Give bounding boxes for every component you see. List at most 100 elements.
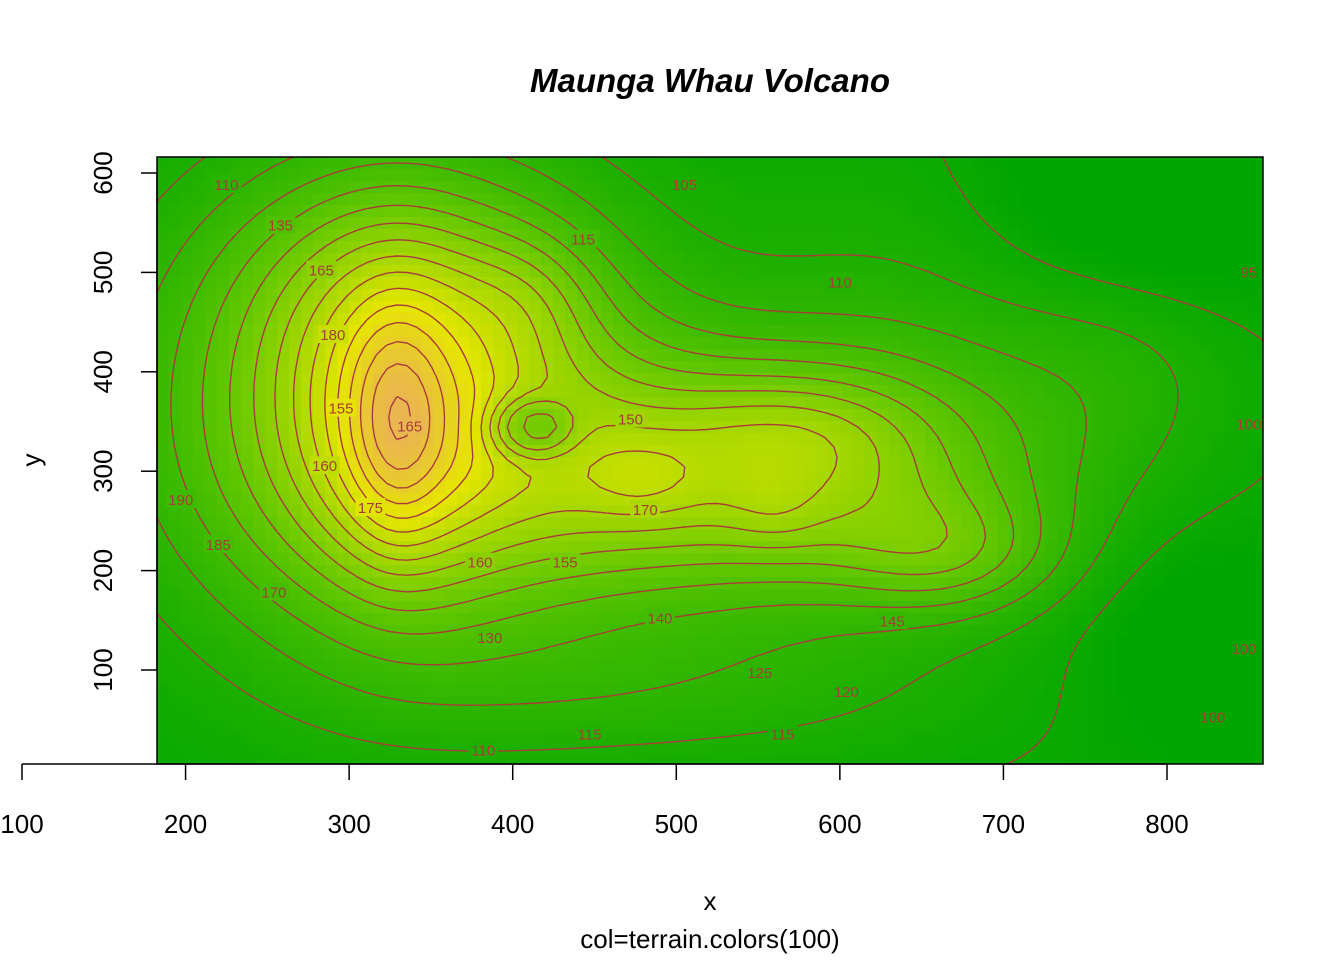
terrain-cell — [733, 169, 746, 182]
terrain-cell — [1225, 169, 1238, 182]
terrain-cell — [637, 709, 650, 722]
terrain-cell — [469, 685, 482, 698]
terrain-cell — [457, 601, 470, 614]
terrain-cell — [265, 673, 278, 686]
terrain-cell — [1213, 337, 1226, 350]
terrain-cell — [925, 337, 938, 350]
terrain-cell — [1057, 589, 1070, 602]
terrain-cell — [241, 433, 254, 446]
terrain-cell — [1261, 241, 1263, 254]
terrain-cell — [1093, 421, 1106, 434]
terrain-cell — [349, 577, 362, 590]
terrain-cell — [1249, 313, 1262, 326]
terrain-cell — [349, 661, 362, 674]
terrain-cell — [1093, 481, 1106, 494]
terrain-cell — [289, 433, 302, 446]
terrain-cell — [1057, 397, 1070, 410]
terrain-cell — [829, 433, 842, 446]
terrain-cell — [781, 301, 794, 314]
terrain-cell — [781, 685, 794, 698]
terrain-cell — [577, 745, 590, 758]
terrain-cell — [421, 481, 434, 494]
terrain-cell — [481, 481, 494, 494]
terrain-cell — [1201, 625, 1214, 638]
terrain-cell — [877, 445, 890, 458]
terrain-cell — [169, 301, 182, 314]
contour-label-bg — [767, 724, 798, 743]
terrain-cell — [169, 733, 182, 746]
terrain-cell — [373, 541, 386, 554]
x-tick-label: 200 — [164, 809, 207, 839]
terrain-cell — [1009, 649, 1022, 662]
terrain-cell — [289, 193, 302, 206]
terrain-cell — [265, 637, 278, 650]
terrain-cell — [793, 229, 806, 242]
terrain-cell — [229, 241, 242, 254]
terrain-cell — [649, 481, 662, 494]
terrain-cell — [1069, 745, 1082, 758]
terrain-cell — [1117, 733, 1130, 746]
terrain-cell — [973, 601, 986, 614]
terrain-cell — [793, 469, 806, 482]
terrain-cell — [253, 277, 266, 290]
terrain-cell — [325, 589, 338, 602]
terrain-cell — [457, 205, 470, 218]
terrain-cell — [181, 325, 194, 338]
terrain-cell — [433, 709, 446, 722]
terrain-cell — [469, 469, 482, 482]
terrain-cell — [181, 385, 194, 398]
terrain-cell — [181, 601, 194, 614]
terrain-cell — [1033, 253, 1046, 266]
terrain-cell — [745, 577, 758, 590]
terrain-cell — [565, 745, 578, 758]
terrain-cell — [1201, 457, 1214, 470]
terrain-cell — [265, 601, 278, 614]
terrain-cell — [625, 157, 638, 170]
terrain-cell — [913, 421, 926, 434]
terrain-cell — [409, 277, 422, 290]
terrain-cell — [325, 205, 338, 218]
terrain-cell — [505, 697, 518, 710]
terrain-cell — [817, 325, 830, 338]
terrain-cell — [433, 421, 446, 434]
terrain-cell — [481, 601, 494, 614]
terrain-cell — [829, 181, 842, 194]
terrain-cell — [205, 649, 218, 662]
terrain-cell — [1057, 481, 1070, 494]
terrain-cell — [253, 601, 266, 614]
terrain-cell — [541, 313, 554, 326]
terrain-cell — [901, 217, 914, 230]
terrain-cell — [433, 721, 446, 734]
terrain-cell — [1009, 433, 1022, 446]
terrain-cell — [169, 397, 182, 410]
terrain-cell — [745, 229, 758, 242]
terrain-cell — [553, 217, 566, 230]
terrain-cell — [949, 181, 962, 194]
terrain-cell — [1225, 733, 1238, 746]
terrain-cell — [517, 553, 530, 566]
terrain-cell — [829, 313, 842, 326]
terrain-cell — [1129, 349, 1142, 362]
terrain-cell — [289, 481, 302, 494]
contour-label: 105 — [672, 177, 697, 194]
terrain-cell — [1237, 229, 1250, 242]
terrain-cell — [757, 601, 770, 614]
terrain-cell — [997, 529, 1010, 542]
terrain-cell — [985, 445, 998, 458]
terrain-cell — [781, 445, 794, 458]
terrain-cell — [253, 661, 266, 674]
terrain-cell — [841, 721, 854, 734]
terrain-cell — [805, 661, 818, 674]
terrain-cell — [493, 421, 506, 434]
terrain-cell — [337, 265, 350, 278]
terrain-cell — [1201, 433, 1214, 446]
terrain-cell — [889, 457, 902, 470]
terrain-cell — [313, 361, 326, 374]
terrain-cell — [877, 733, 890, 746]
terrain-cell — [589, 349, 602, 362]
terrain-cell — [361, 169, 374, 182]
terrain-cell — [565, 193, 578, 206]
terrain-cell — [205, 229, 218, 242]
terrain-cell — [925, 673, 938, 686]
terrain-cell — [409, 565, 422, 578]
